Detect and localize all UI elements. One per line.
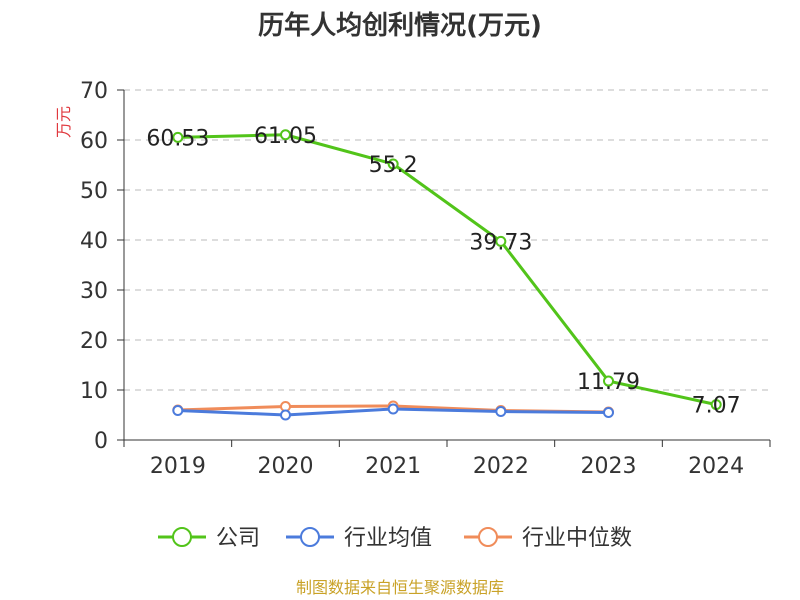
legend: 公司 行业均值 行业中位数	[158, 526, 632, 551]
y-tick-label: 50	[80, 179, 108, 204]
y-axis-ticks: 0 10 20 30 40 50 60 70	[80, 79, 124, 454]
series-line-0	[177, 133, 717, 407]
gridlines	[124, 89, 770, 391]
x-axis-ticks: 2019 2020 2021 2022 2023 2024	[123, 440, 771, 479]
y-tick-label: 70	[80, 79, 108, 104]
series-group	[172, 129, 722, 421]
legend-label: 公司	[216, 526, 260, 551]
y-tick-label: 0	[94, 429, 108, 454]
data-labels: 60.53 61.05 55.2 39.73 11.79 7.07	[146, 124, 740, 419]
axes	[123, 90, 770, 441]
x-tick-label: 2022	[473, 454, 529, 479]
chart-title: 历年人均创利情况(万元)	[258, 10, 542, 41]
legend-label: 行业均值	[344, 526, 432, 551]
y-tick-label: 30	[80, 279, 108, 304]
x-tick-label: 2021	[365, 454, 421, 479]
legend-label: 行业中位数	[522, 526, 632, 551]
data-point	[603, 375, 614, 387]
x-tick-label: 2019	[150, 454, 206, 479]
data-point	[710, 399, 722, 411]
data-point	[172, 131, 184, 143]
y-tick-label: 40	[80, 229, 108, 254]
data-point	[280, 129, 291, 141]
data-point	[387, 403, 399, 415]
data-label: 61.05	[254, 124, 317, 149]
data-label: 7.07	[692, 394, 741, 419]
x-tick-label: 2023	[581, 454, 637, 479]
legend-swatch-marker	[172, 527, 192, 547]
data-label: 55.2	[369, 153, 418, 178]
data-point	[172, 405, 184, 416]
data-point	[495, 235, 507, 247]
data-label: 60.53	[146, 126, 209, 151]
y-tick-label: 20	[80, 329, 108, 354]
data-point	[280, 409, 291, 421]
data-point	[603, 407, 614, 418]
legend-swatch-marker	[300, 527, 320, 547]
y-axis-unit-label: 万元	[54, 106, 73, 138]
legend-swatch-marker	[478, 527, 498, 547]
x-tick-label: 2020	[258, 454, 314, 479]
x-tick-label: 2024	[688, 454, 744, 479]
y-tick-label: 60	[80, 129, 108, 154]
data-point	[387, 158, 399, 170]
data-label: 39.73	[469, 230, 532, 255]
data-label: 11.79	[577, 370, 640, 395]
y-tick-label: 10	[80, 379, 108, 404]
source-note: 制图数据来自恒生聚源数据库	[296, 578, 504, 597]
data-point	[495, 406, 507, 417]
